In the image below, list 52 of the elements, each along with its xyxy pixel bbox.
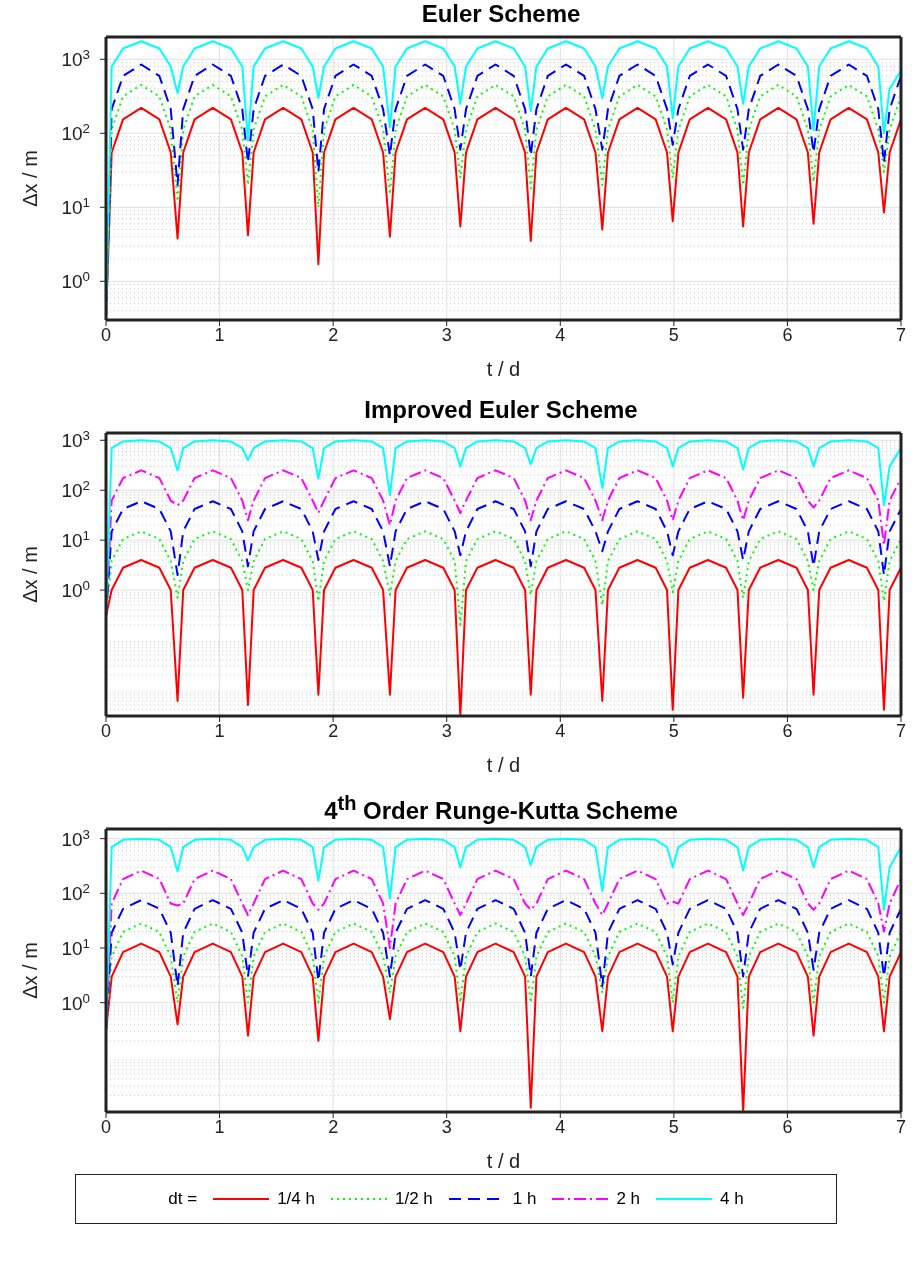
x-tick-label: 7 xyxy=(895,720,907,741)
y-tick-label: 10$^{2}$ xyxy=(61,120,90,145)
x-axis-title: t / d xyxy=(486,1150,521,1172)
x-tick-label: 6 xyxy=(782,1116,793,1137)
legend-title: dt = xyxy=(168,1189,198,1209)
x-tick-label: 6 xyxy=(782,324,793,345)
y-tick-label: 10$^{0}$ xyxy=(61,577,90,602)
x-axis-title: t / d xyxy=(486,754,521,776)
x-tick-label: 0 xyxy=(100,324,112,345)
x-tick-label: 2 xyxy=(328,324,339,345)
legend-label: 1 h xyxy=(512,1189,537,1209)
y-axis-title: Δx / m xyxy=(19,942,42,999)
x-tick-label: 4 xyxy=(555,1116,566,1137)
x-tick-label: 2 xyxy=(328,720,339,741)
x-tick-label: 3 xyxy=(441,324,452,345)
y-tick-label: 10$^{3}$ xyxy=(61,826,90,850)
legend-label: 2 h xyxy=(616,1189,641,1209)
x-tick-label: 7 xyxy=(895,324,907,345)
chart-title: Euler Scheme xyxy=(420,0,582,29)
legend-label: 4 h xyxy=(720,1189,744,1209)
x-tick-label: 4 xyxy=(555,324,566,345)
x-tick-label: 7 xyxy=(895,1116,907,1137)
x-tick-label: 5 xyxy=(668,720,679,741)
y-tick-label: 10$^{2}$ xyxy=(61,880,90,905)
y-tick-label: 10$^{1}$ xyxy=(61,194,90,219)
legend-label: 1/4 h xyxy=(277,1189,315,1209)
y-axis-title: Δx / m xyxy=(19,546,42,603)
line-series xyxy=(106,530,901,626)
chart-title: 4$^{th}$ Order Runge-Kutta Scheme xyxy=(323,792,679,824)
x-tick-label: 3 xyxy=(441,1116,452,1137)
x-tick-label: 0 xyxy=(100,720,112,741)
y-axis-title: Δx / m xyxy=(19,150,42,207)
y-tick-label: 10$^{0}$ xyxy=(61,268,90,293)
y-tick-label: 10$^{3}$ xyxy=(61,46,90,71)
y-tick-label: 10$^{0}$ xyxy=(61,990,90,1014)
y-tick-label: 10$^{1}$ xyxy=(61,935,90,959)
x-tick-label: 4 xyxy=(555,720,566,741)
y-tick-label: 10$^{3}$ xyxy=(61,427,90,452)
x-tick-label: 1 xyxy=(214,324,225,345)
x-tick-label: 5 xyxy=(668,1116,679,1137)
chart-title: Improved Euler Scheme xyxy=(363,396,639,425)
x-tick-label: 1 xyxy=(214,1116,225,1137)
x-tick-label: 6 xyxy=(782,720,793,741)
x-tick-label: 2 xyxy=(328,1116,339,1137)
x-axis-title: t / d xyxy=(486,358,521,380)
x-tick-label: 5 xyxy=(668,324,679,345)
y-tick-label: 10$^{1}$ xyxy=(61,527,90,552)
x-tick-label: 1 xyxy=(214,720,225,741)
x-tick-label: 0 xyxy=(100,1116,112,1137)
x-tick-label: 3 xyxy=(441,720,452,741)
legend-label: 1/2 h xyxy=(394,1189,433,1209)
y-tick-label: 10$^{2}$ xyxy=(61,477,90,502)
